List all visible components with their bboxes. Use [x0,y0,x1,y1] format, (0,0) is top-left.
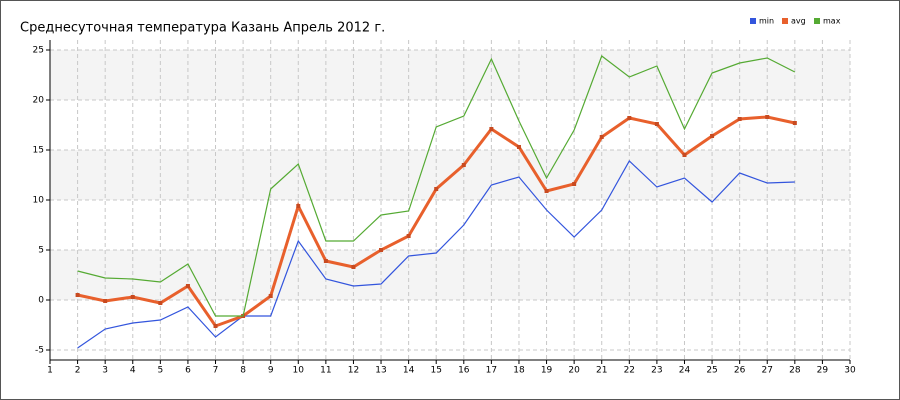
x-tick-label: 9 [268,366,274,376]
legend-label: max [823,17,841,26]
point [710,134,715,138]
point [185,284,190,288]
grid-band [50,50,850,100]
x-tick-label: 27 [762,366,773,376]
y-tick-label: 20 [33,96,45,106]
grid-band [50,250,850,300]
y-tick-label: 25 [33,46,44,56]
x-tick-label: 15 [430,366,441,376]
x-tick-label: 22 [624,366,635,376]
point [379,248,384,252]
y-tick-label: 15 [33,146,44,156]
x-tick-label: 13 [375,366,386,376]
point [296,204,301,208]
x-tick-label: 23 [651,366,662,376]
point [792,121,797,125]
point [489,127,494,131]
x-tick-label: 21 [596,366,607,376]
x-tick-label: 5 [157,366,163,376]
x-tick-label: 19 [541,366,553,376]
legend-label: min [759,17,774,26]
point [406,234,411,238]
point [434,187,439,191]
y-tick-label: 10 [33,196,45,206]
x-tick-label: 12 [348,366,359,376]
point [737,117,742,121]
legend-label: avg [791,17,806,26]
point [461,163,466,167]
x-tick-label: 4 [130,366,136,376]
x-tick-label: 2 [75,366,81,376]
x-tick-label: 29 [817,366,829,376]
point [130,295,135,299]
x-tick-label: 30 [844,366,856,376]
legend-swatch [814,18,820,24]
x-tick-label: 3 [102,366,108,376]
legend-swatch [750,18,756,24]
x-tick-label: 8 [240,366,246,376]
y-tick-label: 5 [38,246,44,256]
point [103,299,108,303]
point [213,324,218,328]
x-tick-label: 17 [486,366,497,376]
x-tick-label: 28 [789,366,801,376]
x-tick-label: 14 [403,366,415,376]
point [158,301,163,305]
x-tick-label: 6 [185,366,191,376]
x-tick-label: 24 [679,366,691,376]
point [351,265,356,269]
x-tick-label: 7 [213,366,219,376]
point [627,116,632,120]
point [599,135,604,139]
legend-swatch [782,18,788,24]
point [765,115,770,119]
chart-title: Среднесуточная температура Казань Апрель… [20,21,385,36]
x-tick-label: 20 [568,366,580,376]
point [682,153,687,157]
x-tick-label: 18 [513,366,525,376]
point [323,259,328,263]
x-tick-label: 10 [293,366,305,376]
series-line [77,55,796,317]
point [544,189,549,193]
point [654,122,659,126]
point [572,182,577,186]
x-tick-label: 25 [706,366,717,376]
x-tick-label: 1 [47,366,53,376]
y-tick-label: 0 [38,296,44,306]
y-tick-label: -5 [35,346,44,356]
point [516,145,521,149]
series-line [77,160,795,349]
x-tick-label: 16 [458,366,470,376]
point [268,294,273,298]
x-tick-label: 26 [734,366,746,376]
x-tick-label: 11 [320,366,331,376]
grid-band [50,150,850,200]
point [75,293,80,297]
